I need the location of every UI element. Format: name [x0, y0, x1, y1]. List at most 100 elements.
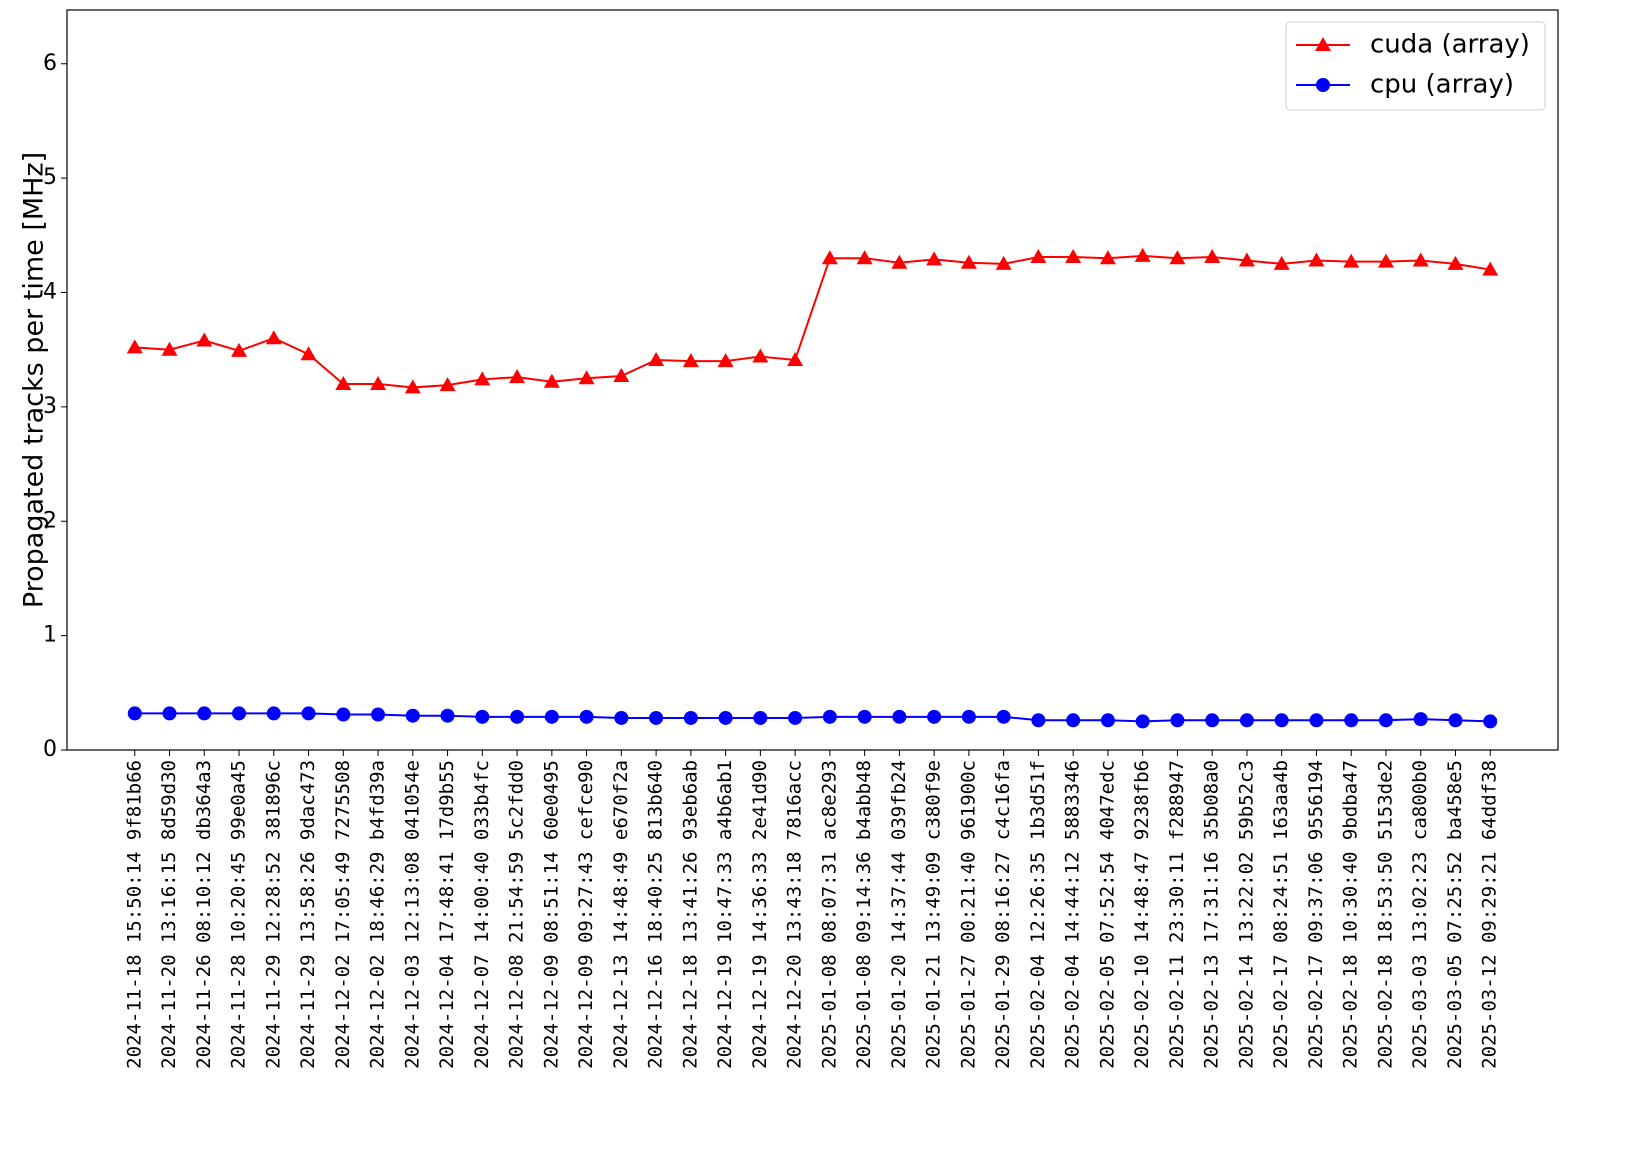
legend-label: cuda (array): [1370, 30, 1530, 60]
point: [510, 709, 525, 724]
point: [1205, 713, 1220, 728]
point: [126, 339, 143, 354]
point: [1482, 261, 1499, 276]
point: [1273, 255, 1290, 270]
x-tick-label: 2024-11-29 12:28:52 381896c: [262, 760, 284, 1069]
x-tick-label: 2024-12-16 18:40:25 813b640: [645, 760, 667, 1069]
point: [1378, 713, 1393, 728]
point: [717, 353, 734, 368]
point: [439, 377, 456, 392]
point: [926, 251, 943, 266]
legend-marker: [1315, 37, 1331, 51]
point: [821, 250, 838, 265]
x-tick-label: 2024-11-18 15:50:14 9f81b66: [123, 760, 145, 1069]
legend-marker: [1316, 78, 1330, 92]
x-tick-label: 2025-02-04 14:44:12 5883346: [1062, 760, 1084, 1069]
x-tick-label: 2025-02-10 14:48:47 9238fb6: [1131, 760, 1153, 1069]
point: [1100, 713, 1115, 728]
plot-frame: [66, 9, 1559, 751]
point: [995, 255, 1012, 270]
series-line: [134, 254, 1491, 389]
x-tick-label: 2025-02-13 17:31:16 35b08a0: [1201, 760, 1223, 1069]
point: [231, 342, 248, 357]
point: [787, 351, 804, 366]
point: [614, 710, 629, 725]
point: [1377, 253, 1394, 268]
point: [1343, 253, 1360, 268]
x-tick-label: 2025-03-03 13:02:23 ca800b0: [1409, 760, 1431, 1069]
x-tick-label: 2025-01-20 14:37:44 039fb24: [888, 760, 910, 1069]
point: [1169, 250, 1186, 265]
point: [1308, 252, 1325, 267]
legend-label: cpu (array): [1370, 70, 1514, 100]
point: [1030, 249, 1047, 264]
x-tick-label: 2024-12-02 18:46:29 b4fd39a: [367, 760, 389, 1069]
point: [1309, 713, 1324, 728]
x-tick-label: 2024-12-04 17:48:41 17d9b55: [436, 760, 458, 1069]
point: [753, 710, 768, 725]
point: [613, 367, 630, 382]
point: [682, 353, 699, 368]
x-tick-label: 2025-02-11 23:30:11 f288947: [1166, 760, 1188, 1069]
x-tick-label: 2024-12-09 08:51:14 60e0495: [540, 760, 562, 1069]
point: [197, 706, 212, 721]
y-tick-label: 1: [43, 623, 57, 648]
point: [196, 332, 213, 347]
point: [1170, 713, 1185, 728]
x-tick-label: 2024-11-26 08:10:12 db364a3: [193, 760, 215, 1069]
point: [996, 709, 1011, 724]
point: [822, 709, 837, 724]
x-tick-label: 2025-03-05 07:25:52 ba458e5: [1444, 760, 1466, 1069]
point: [927, 709, 942, 724]
x-tick-label: 2025-02-18 10:30:40 9bdba47: [1340, 760, 1362, 1069]
point: [788, 710, 803, 725]
point: [718, 710, 733, 725]
point: [301, 706, 316, 721]
x-tick-label: 2025-01-27 00:21:40 961900c: [957, 760, 979, 1069]
point: [544, 709, 559, 724]
point: [1447, 255, 1464, 270]
point: [475, 709, 490, 724]
x-tick-label: 2024-12-19 14:36:33 2e41d90: [749, 760, 771, 1069]
point: [1413, 712, 1428, 727]
point: [1274, 713, 1289, 728]
point: [683, 710, 698, 725]
point: [1239, 713, 1254, 728]
x-tick-label: 2024-11-29 13:58:26 9dac473: [297, 760, 319, 1069]
x-tick-label: 2024-12-19 10:47:33 a4b6ab1: [714, 760, 736, 1069]
point: [162, 706, 177, 721]
x-tick-label: 2025-02-17 09:37:06 9556194: [1305, 760, 1327, 1069]
point: [1238, 252, 1255, 267]
x-tick-label: 2025-02-18 18:53:50 5153de2: [1374, 760, 1396, 1069]
point: [300, 346, 317, 361]
point: [404, 379, 421, 394]
series-line: [134, 712, 1491, 723]
x-tick-label: 2025-01-08 08:07:31 ac8e293: [818, 760, 840, 1069]
point: [266, 706, 281, 721]
point: [405, 708, 420, 723]
x-tick-label: 2025-02-17 08:24:51 163aa4b: [1270, 760, 1292, 1069]
x-tick-label: 2024-12-02 17:05:49 7275508: [332, 760, 354, 1069]
x-tick-label: 2024-12-08 21:54:59 5c2fdd0: [506, 760, 528, 1069]
y-tick-label: 0: [43, 737, 57, 762]
x-tick-label: 2025-03-12 09:29:21 64ddf38: [1479, 760, 1501, 1069]
point: [127, 706, 142, 721]
point: [648, 351, 665, 366]
x-tick-label: 2025-02-04 12:26:35 1b3d51f: [1027, 760, 1049, 1069]
x-tick-label: 2025-02-14 13:22:02 59b52c3: [1235, 760, 1257, 1069]
point: [891, 254, 908, 269]
point: [961, 709, 976, 724]
point: [1344, 713, 1359, 728]
point: [509, 369, 526, 384]
x-tick-label: 2025-01-08 09:14:36 b4abb48: [853, 760, 875, 1069]
point: [649, 710, 664, 725]
point: [370, 376, 387, 391]
point: [1483, 714, 1498, 729]
y-axis-label: Propagated tracks per time [MHz]: [19, 152, 50, 608]
y-tick-label: 6: [43, 51, 57, 76]
point: [856, 250, 873, 265]
point: [543, 373, 560, 388]
x-tick-label: 2024-12-13 14:48:49 e670f2a: [610, 760, 632, 1069]
point: [857, 709, 872, 724]
